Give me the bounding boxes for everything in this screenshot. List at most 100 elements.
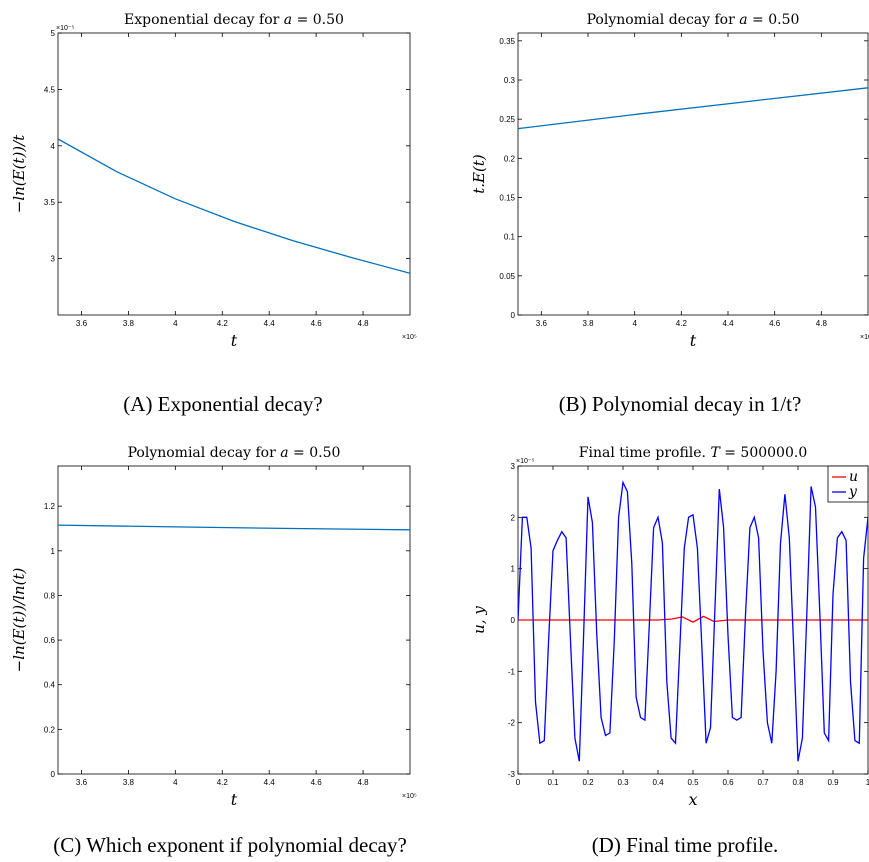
y-tick-label: 3 — [51, 255, 56, 264]
chart-title-part: = 0.50 — [292, 12, 344, 28]
chart-title: Polynomial decay for a = 0.50 — [587, 12, 800, 28]
chart-title: Polynomial decay for a = 0.50 — [128, 445, 341, 461]
chart-title-part: a — [739, 12, 747, 28]
chart-title: Final time profile. T = 500000.0 — [579, 445, 807, 461]
y-axis-label: −ln(E(t))/ln(t) — [10, 568, 28, 673]
x-exponent-label: ×10⁵ — [860, 334, 869, 341]
caption-c: (C) Which exponent if polynomial decay? — [53, 833, 407, 857]
y-tick-label: 0.05 — [499, 272, 515, 281]
legend-label-y: y — [848, 484, 858, 500]
x-tick-label: 4.4 — [264, 778, 276, 787]
series-line-data — [518, 87, 868, 130]
legend-label-u: u — [849, 469, 858, 485]
x-tick-label: 0.1 — [547, 778, 559, 787]
plot-frame — [517, 32, 869, 316]
x-tick-label: 4.2 — [676, 319, 688, 328]
x-tick-label: 1 — [866, 778, 869, 787]
chart-title-part: a — [280, 445, 288, 461]
plot-frame — [57, 465, 411, 775]
y-tick-label: 3.5 — [44, 198, 56, 207]
x-axis-label: t — [231, 790, 238, 809]
series-line-data — [58, 524, 410, 531]
x-tick-label: 0.5 — [687, 778, 699, 787]
y-tick-label: 0 — [511, 616, 516, 625]
chart-title-part: = 0.50 — [748, 12, 800, 28]
x-tick-label: 4.2 — [217, 778, 229, 787]
legend-box — [827, 465, 869, 503]
x-tick-label: 3.6 — [76, 319, 88, 328]
x-tick-label: 3.8 — [123, 319, 135, 328]
y-tick-label: 2 — [511, 513, 516, 522]
x-tick-label: 4.6 — [311, 319, 323, 328]
y-tick-label: 0 — [51, 770, 56, 779]
y-tick-label: 0.25 — [499, 115, 515, 124]
caption-b: (B) Polynomial decay in 1/t? — [558, 392, 802, 416]
y-tick-label: 0.8 — [44, 591, 56, 600]
x-tick-label: 4.8 — [816, 319, 828, 328]
x-tick-label: 4 — [173, 778, 178, 787]
x-tick-label: 4.6 — [769, 319, 781, 328]
y-axis-label: t.E(t) — [470, 154, 488, 194]
x-tick-label: 4.2 — [217, 319, 229, 328]
y-tick-label: 0 — [511, 311, 516, 320]
y-tick-label: 4.5 — [44, 85, 56, 94]
x-tick-label: 4.4 — [264, 319, 276, 328]
x-tick-label: 0.4 — [652, 778, 664, 787]
caption-a: (A) Exponential decay? — [123, 392, 323, 416]
y-tick-label: -3 — [508, 770, 516, 779]
chart-panel-b: 3.6 3.8 4 4.2 4.4 4.6 4.8 0 0.05 0.1 0.15 0.2 0.25 0.… — [470, 12, 869, 350]
x-tick-label: 4 — [173, 319, 178, 328]
y-tick-label: 1 — [511, 565, 516, 574]
x-tick-label: 0.9 — [827, 778, 839, 787]
x-tick-label: 4.8 — [358, 778, 370, 787]
x-tick-label: 4.8 — [358, 319, 370, 328]
y-tick-label: 0.2 — [504, 154, 516, 163]
y-tick-label: 1.2 — [44, 502, 56, 511]
x-exponent-label: ×10⁵ — [402, 334, 417, 341]
y-tick-label: 0.1 — [504, 233, 516, 242]
x-tick-label: 0.6 — [722, 778, 734, 787]
x-tick-label: 3.8 — [123, 778, 135, 787]
y-tick-label: -1 — [508, 667, 516, 676]
x-tick-label: 0.2 — [582, 778, 594, 787]
chart-panel-d: 0 0.1 0.2 0.3 0.4 0.5 0.6 0.7 0.8 0.9 1 -3 -2 -1 0 1 2 3×… — [470, 445, 869, 809]
x-tick-label: 0.3 — [617, 778, 629, 787]
chart-title-part: Polynomial decay for — [128, 445, 281, 461]
chart-title-part: a — [284, 12, 292, 28]
y-tick-label: 0.4 — [44, 681, 56, 690]
chart-title-part: = 0.50 — [289, 445, 341, 461]
y-exponent-label: ×10⁻⁵ — [516, 458, 535, 465]
y-tick-label: 0.3 — [504, 76, 516, 85]
caption-d: (D) Final time profile. — [591, 833, 779, 857]
y-tick-label: 4 — [51, 142, 56, 151]
x-axis-label: t — [231, 331, 238, 350]
y-tick-label: -2 — [508, 719, 516, 728]
y-tick-label: 5 — [51, 29, 56, 38]
x-tick-label: 4.4 — [722, 319, 734, 328]
series-line-y — [518, 480, 868, 762]
chart-title-part: T — [710, 445, 721, 461]
chart-title-part: Final time profile. — [579, 445, 711, 461]
chart-panel-c: 3.6 3.8 4 4.2 4.4 4.6 4.8 0 0.2 0.4 0.6 0.8 1 1.2 ×10⁵… — [10, 445, 417, 809]
y-tick-label: 3 — [511, 462, 516, 471]
chart-title: Exponential decay for a = 0.50 — [124, 12, 344, 28]
x-tick-label: 0.8 — [792, 778, 804, 787]
y-axis-label: −ln(E(t))/t — [10, 134, 28, 213]
y-tick-label: 0.35 — [499, 37, 515, 46]
y-tick-label: 0.2 — [44, 725, 56, 734]
y-exponent-label: ×10⁻⁵ — [56, 25, 75, 32]
x-tick-label: 3.6 — [536, 319, 548, 328]
x-exponent-label: ×10⁵ — [402, 793, 417, 800]
x-tick-label: 3.6 — [76, 778, 88, 787]
chart-title-part: Exponential decay for — [124, 12, 284, 28]
x-tick-label: 4 — [632, 319, 637, 328]
series-line-u — [518, 615, 868, 623]
y-tick-label: 0.15 — [499, 194, 515, 203]
chart-panel-a: 3.6 3.8 4 4.2 4.4 4.6 4.8 3 3.5 4 4.5 5 ×10⁵ ×10⁻⁵ Exp… — [10, 12, 417, 350]
y-tick-label: 1 — [51, 547, 56, 556]
x-tick-label: 0 — [516, 778, 521, 787]
chart-title-part: Polynomial decay for — [587, 12, 740, 28]
x-tick-label: 4.6 — [311, 778, 323, 787]
x-tick-label: 3.8 — [582, 319, 594, 328]
